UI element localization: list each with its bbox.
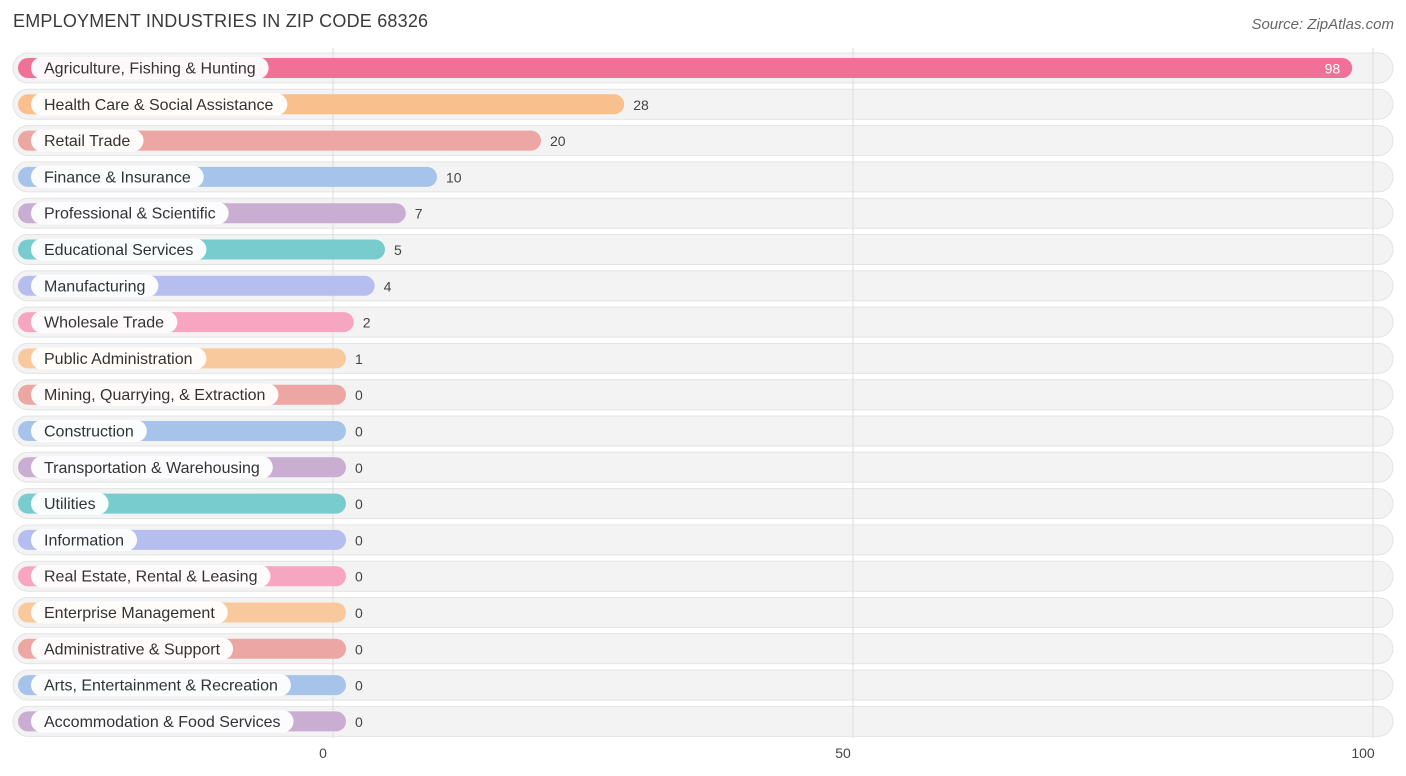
category-label: Enterprise Management: [44, 605, 215, 622]
row-background: [12, 633, 1394, 665]
category-label: Retail Trade: [44, 133, 130, 150]
bar-row: Health Care & Social Assistance 28: [18, 93, 649, 116]
bar-row: Finance & Insurance 10: [18, 165, 462, 188]
value-label: 0: [355, 605, 363, 621]
value-label: 5: [394, 242, 402, 258]
category-label: Finance & Insurance: [44, 169, 191, 186]
bar-row: Information 0: [18, 528, 363, 551]
category-label: Information: [44, 532, 124, 549]
category-label-pill: [31, 274, 159, 297]
category-label: Construction: [44, 424, 134, 441]
x-tick-label: 100: [1351, 745, 1375, 761]
value-label: 2: [363, 315, 371, 331]
category-label: Public Administration: [44, 351, 193, 368]
bar-row: Real Estate, Rental & Leasing 0: [18, 565, 363, 588]
value-label: 98: [1325, 61, 1341, 77]
value-label: 0: [355, 641, 363, 657]
bar-row: Public Administration 1: [18, 347, 363, 370]
bar-row: Arts, Entertainment & Recreation 0: [18, 674, 363, 697]
row-background: [12, 560, 1394, 592]
bar-row: Accommodation & Food Services 0: [18, 710, 363, 733]
bar-row: Enterprise Management 0: [18, 601, 363, 624]
row-background: [12, 705, 1394, 737]
bar-row: Retail Trade 20: [18, 129, 566, 152]
row-background: [12, 342, 1394, 374]
value-label: 0: [355, 496, 363, 512]
category-label-pill: [31, 238, 207, 261]
category-label: Utilities: [44, 496, 96, 513]
row-background: [12, 669, 1394, 701]
value-label: 0: [355, 569, 363, 585]
category-label-pill: [31, 165, 204, 188]
category-label: Arts, Entertainment & Recreation: [44, 678, 278, 695]
bar-row: Transportation & Warehousing 0: [18, 456, 363, 479]
bar-row: Administrative & Support 0: [18, 637, 363, 660]
category-label: Wholesale Trade: [44, 315, 164, 332]
x-tick-label: 0: [319, 745, 327, 761]
category-label-pill: [31, 93, 288, 116]
value-label: 10: [446, 169, 462, 185]
category-label: Accommodation & Food Services: [44, 714, 281, 731]
value-label: 20: [550, 133, 566, 149]
value-label: 1: [355, 351, 363, 367]
category-label: Mining, Quarrying, & Extraction: [44, 387, 265, 404]
category-label: Administrative & Support: [44, 641, 221, 658]
category-label-pill: [31, 347, 207, 370]
category-label: Agriculture, Fishing & Hunting: [44, 61, 256, 78]
category-label: Professional & Scientific: [44, 206, 216, 223]
category-label: Manufacturing: [44, 278, 145, 295]
bar: [18, 58, 1353, 78]
category-label-pill: [31, 456, 273, 479]
value-label: 0: [355, 387, 363, 403]
bar-row: Wholesale Trade 2: [18, 311, 371, 334]
category-label-pill: [31, 565, 271, 588]
category-label: Educational Services: [44, 242, 193, 259]
category-label-pill: [31, 528, 138, 551]
category-label-pill: [31, 57, 269, 79]
category-label-pill: [31, 674, 291, 697]
bar: [18, 130, 541, 151]
value-label: 28: [633, 97, 649, 113]
value-label: 7: [415, 206, 423, 222]
chart-title: EMPLOYMENT INDUSTRIES IN ZIP CODE 68326: [13, 11, 429, 31]
bar-row: Agriculture, Fishing & Hunting 98: [18, 57, 1353, 79]
category-label-pill: [31, 420, 147, 442]
category-label: Real Estate, Rental & Leasing: [44, 569, 257, 586]
x-axis-ticks: 0 50 100: [319, 745, 1375, 761]
value-label: 0: [355, 678, 363, 694]
value-label: 0: [355, 714, 363, 730]
category-label-pill: [31, 492, 109, 515]
row-background: [12, 488, 1394, 520]
row-background: [12, 597, 1394, 628]
category-label-pill: [31, 311, 178, 334]
value-label: 0: [355, 532, 363, 548]
category-label: Health Care & Social Assistance: [44, 97, 274, 114]
bar-row: Educational Services 5: [18, 238, 402, 261]
category-label-pill: [31, 637, 234, 660]
x-tick-label: 50: [835, 745, 851, 761]
category-label-pill: [31, 383, 279, 406]
bar-row: Mining, Quarrying, & Extraction 0: [18, 383, 363, 406]
row-background: [12, 379, 1394, 411]
row-background: [12, 524, 1394, 556]
chart-source: Source: ZipAtlas.com: [1251, 16, 1394, 33]
bar-row: Professional & Scientific 7: [18, 202, 423, 225]
bar-row: Utilities 0: [18, 492, 363, 515]
row-background: [12, 306, 1394, 338]
value-label: 4: [384, 278, 392, 294]
bar-row: Construction 0: [18, 420, 363, 442]
category-label-pill: [31, 710, 294, 733]
category-label-pill: [31, 601, 228, 624]
value-label: 0: [355, 460, 363, 476]
value-label: 0: [355, 424, 363, 440]
category-label-pill: [31, 202, 229, 225]
row-background: [12, 451, 1394, 483]
row-background: [12, 415, 1394, 447]
bar-row: Manufacturing 4: [18, 274, 392, 297]
category-label-pill: [31, 129, 144, 152]
category-label: Transportation & Warehousing: [44, 460, 260, 477]
